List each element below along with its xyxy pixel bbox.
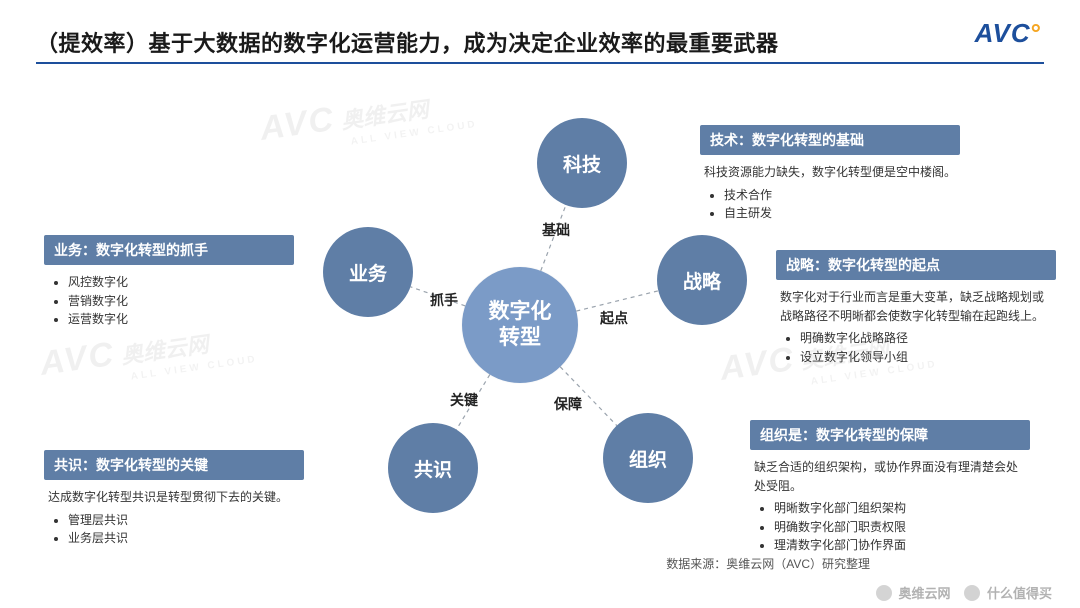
- card-org: 组织是：数字化转型的保障缺乏合适的组织架构，或协作界面没有理清楚会处处受阻。明晰…: [750, 420, 1030, 555]
- card-header-strategy: 战略：数字化转型的起点: [776, 250, 1056, 280]
- node-tech: 科技: [537, 118, 627, 208]
- card-lead: 缺乏合适的组织架构，或协作界面没有理清楚会处处受阻。: [754, 458, 1026, 495]
- card-strategy: 战略：数字化转型的起点数字化对于行业而言是重大变革，缺乏战略规划或战略路径不明晰…: [776, 250, 1056, 366]
- card-lead: 达成数字化转型共识是转型贯彻下去的关键。: [48, 488, 300, 507]
- node-strategy: 战略: [657, 235, 747, 325]
- center-label-1: 数字化: [489, 299, 552, 325]
- footer-site: 什么值得买: [987, 586, 1052, 601]
- node-org: 组织: [603, 413, 693, 503]
- card-list: 管理层共识业务层共识: [48, 511, 300, 548]
- card-lead: 科技资源能力缺失，数字化转型便是空中楼阁。: [704, 163, 956, 182]
- smzdm-icon: [964, 585, 980, 601]
- avc-logo: AVC°: [975, 18, 1042, 49]
- card-header-org: 组织是：数字化转型的保障: [750, 420, 1030, 450]
- card-lead: 数字化对于行业而言是重大变革，缺乏战略规划或战略路径不明晰都会使数字化转型输在起…: [780, 288, 1052, 325]
- card-body-strategy: 数字化对于行业而言是重大变革，缺乏战略规划或战略路径不明晰都会使数字化转型输在起…: [776, 280, 1056, 366]
- card-list: 技术合作自主研发: [704, 186, 956, 223]
- wechat-icon: [876, 585, 892, 601]
- card-list: 明确数字化战略路径设立数字化领导小组: [780, 329, 1052, 366]
- edge-label-strategy: 起点: [598, 308, 630, 328]
- edge-label-consensus: 关键: [448, 390, 480, 410]
- card-body-consensus: 达成数字化转型共识是转型贯彻下去的关键。管理层共识业务层共识: [44, 480, 304, 548]
- logo-text: AV: [975, 18, 1011, 48]
- card-consensus: 共识：数字化转型的关键达成数字化转型共识是转型贯彻下去的关键。管理层共识业务层共…: [44, 450, 304, 548]
- list-item: 管理层共识: [68, 511, 300, 530]
- list-item: 明确数字化部门职责权限: [774, 518, 1026, 537]
- list-item: 明晰数字化部门组织架构: [774, 499, 1026, 518]
- card-header-tech: 技术：数字化转型的基础: [700, 125, 960, 155]
- card-header-business: 业务：数字化转型的抓手: [44, 235, 294, 265]
- title-underline: [36, 62, 1044, 64]
- card-list: 明晰数字化部门组织架构明确数字化部门职责权限理清数字化部门协作界面: [754, 499, 1026, 555]
- edge-label-tech: 基础: [540, 220, 572, 240]
- card-tech: 技术：数字化转型的基础科技资源能力缺失，数字化转型便是空中楼阁。技术合作自主研发: [700, 125, 960, 223]
- edge-label-business: 抓手: [428, 290, 460, 310]
- footer-watermark: 奥维云网 什么值得买: [873, 583, 1052, 602]
- page-title: （提效率）基于大数据的数字化运营能力，成为决定企业效率的最重要武器: [36, 26, 970, 58]
- card-body-tech: 科技资源能力缺失，数字化转型便是空中楼阁。技术合作自主研发: [700, 155, 960, 223]
- logo-text-c: C: [1011, 18, 1031, 48]
- node-consensus: 共识: [388, 423, 478, 513]
- data-source: 数据来源：奥维云网（AVC）研究整理: [666, 555, 870, 572]
- card-header-consensus: 共识：数字化转型的关键: [44, 450, 304, 480]
- list-item: 业务层共识: [68, 529, 300, 548]
- card-body-org: 缺乏合适的组织架构，或协作界面没有理清楚会处处受阻。明晰数字化部门组织架构明确数…: [750, 450, 1030, 555]
- center-node: 数字化 转型: [462, 267, 578, 383]
- list-item: 明确数字化战略路径: [800, 329, 1052, 348]
- card-body-business: 风控数字化营销数字化运营数字化: [44, 265, 294, 329]
- logo-dot: °: [1031, 18, 1042, 48]
- list-item: 理清数字化部门协作界面: [774, 536, 1026, 555]
- node-business: 业务: [323, 227, 413, 317]
- edge-label-org: 保障: [552, 394, 584, 414]
- list-item: 运营数字化: [68, 310, 290, 329]
- card-business: 业务：数字化转型的抓手风控数字化营销数字化运营数字化: [44, 235, 294, 329]
- card-list: 风控数字化营销数字化运营数字化: [48, 273, 290, 329]
- list-item: 风控数字化: [68, 273, 290, 292]
- diagram-area: 数字化 转型 科技战略组织 共识 业务 基础起点保障 关键 抓手 业务：数字化转型的抓手…: [0, 70, 1080, 590]
- list-item: 技术合作: [724, 186, 956, 205]
- list-item: 营销数字化: [68, 292, 290, 311]
- list-item: 设立数字化领导小组: [800, 348, 1052, 367]
- center-label-2: 转型: [489, 325, 552, 351]
- footer-brand: 奥维云网: [899, 586, 951, 601]
- list-item: 自主研发: [724, 204, 956, 223]
